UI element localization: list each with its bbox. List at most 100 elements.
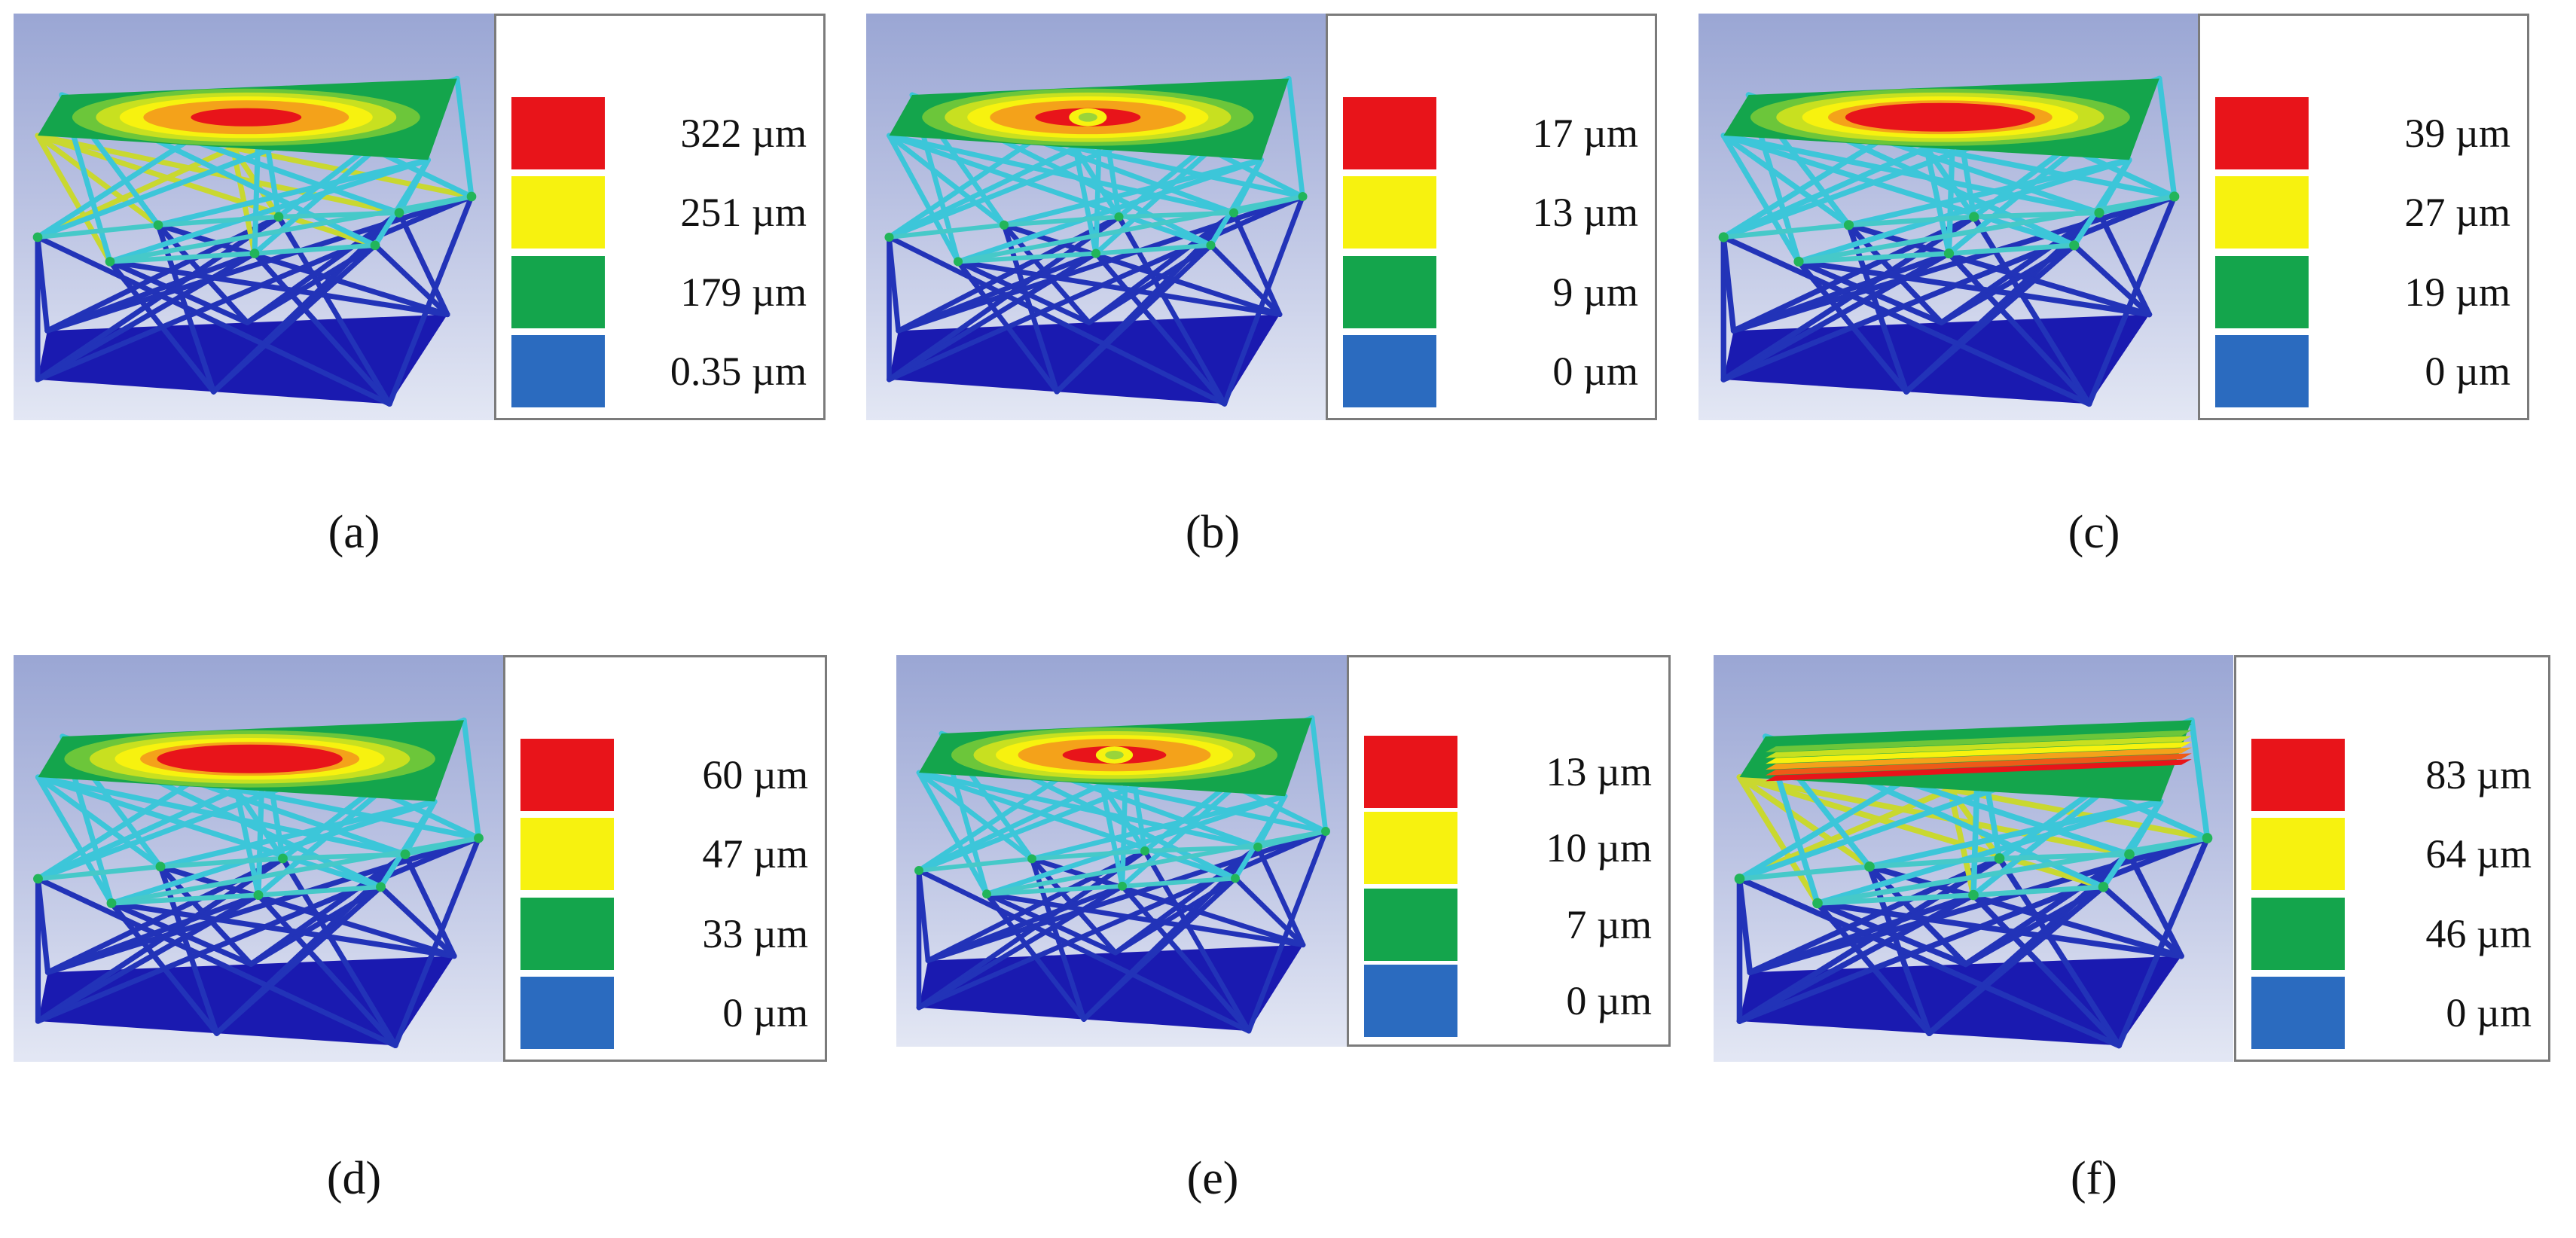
legend-swatch [1343,255,1436,328]
legend-row: 13 µm [1328,176,1655,249]
legend-swatch [2215,255,2309,328]
legend-row: 64 µm [2236,818,2548,891]
color-legend: 83 µm 64 µm 46 µm 0 µm [2234,655,2550,1062]
legend-label: 46 µm [2425,910,2532,956]
legend-swatch [1343,334,1436,407]
legend-label: 19 µm [2404,269,2510,315]
legend-swatch [511,334,605,407]
base-plate [1739,956,2181,1046]
legend-label: 0 µm [1566,978,1652,1024]
legend-row: 27 µm [2200,176,2527,249]
base-plate [919,944,1303,1032]
legend-label: 0 µm [1552,348,1638,394]
legend-swatch [520,976,614,1049]
legend-row: 0 µm [505,976,825,1049]
legend-label: 17 µm [1532,111,1638,156]
top-plate [38,720,464,802]
legend-label: 0.35 µm [670,348,807,394]
legend-row: 179 µm [496,255,823,328]
fea-render-image [1714,655,2233,1062]
legend-row: 7 µm [1349,888,1668,961]
legend-row: 322 µm [496,97,823,169]
legend-row: 33 µm [505,897,825,970]
legend-label: 47 µm [702,831,808,877]
legend-row: 60 µm [505,739,825,811]
legend-row: 10 µm [1349,812,1668,885]
legend-row: 13 µm [1349,736,1668,808]
legend-row: 0.35 µm [496,334,823,407]
legend-label: 13 µm [1532,190,1638,236]
legend-swatch [1364,888,1457,961]
top-plate [38,78,457,160]
lattice-struts [32,75,477,407]
lattice-struts [914,715,1330,1034]
legend-swatch [2215,176,2309,249]
legend-label: 251 µm [680,190,807,236]
legend-row: 17 µm [1328,97,1655,169]
color-legend: 17 µm 13 µm 9 µm 0 µm [1326,14,1657,420]
legend-label: 60 µm [702,752,808,797]
legend-swatch [2215,97,2309,169]
legend-label: 13 µm [1546,749,1652,794]
base-plate [38,314,447,404]
legend-label: 0 µm [722,989,808,1035]
legend-row: 0 µm [2236,976,2548,1049]
legend-label: 83 µm [2425,752,2532,797]
panel-caption: (b) [1185,507,1241,558]
fea-render-image [14,655,503,1062]
top-plate [889,78,1290,160]
legend-label: 33 µm [702,910,808,956]
legend-row: 0 µm [1349,965,1668,1038]
legend-row: 39 µm [2200,97,2527,169]
legend-swatch [511,255,605,328]
legend-label: 27 µm [2404,190,2510,236]
legend-swatch [2251,818,2345,891]
legend-label: 7 µm [1566,901,1652,947]
legend-swatch [520,897,614,970]
legend-label: 64 µm [2425,831,2532,877]
fea-render-image [14,14,496,420]
legend-row: 251 µm [496,176,823,249]
legend-label: 39 µm [2404,111,2510,156]
lattice-struts [884,76,1308,407]
legend-swatch [1364,812,1457,885]
color-legend: 60 µm 47 µm 33 µm 0 µm [503,655,827,1062]
legend-swatch [1343,176,1436,249]
legend-label: 179 µm [680,269,807,315]
legend-swatch [2251,976,2345,1049]
legend-swatch [1343,97,1436,169]
legend-row: 83 µm [2236,739,2548,811]
panel-caption: (f) [2071,1153,2117,1204]
legend-swatch [1364,965,1457,1038]
legend-row: 0 µm [2200,334,2527,407]
base-plate [38,956,454,1046]
legend-row: 19 µm [2200,255,2527,328]
legend-swatch [2251,739,2345,811]
color-legend: 13 µm 10 µm 7 µm 0 µm [1347,655,1671,1047]
legend-row: 46 µm [2236,897,2548,970]
legend-swatch [1364,736,1457,808]
legend-swatch [511,176,605,249]
legend-swatch [2251,897,2345,970]
legend-row: 9 µm [1328,255,1655,328]
panel-caption: (a) [328,507,380,558]
top-plate [919,718,1312,797]
legend-label: 9 µm [1552,269,1638,315]
panel-caption: (d) [326,1153,382,1204]
legend-swatch [2215,334,2309,407]
color-legend: 322 µm 251 µm 179 µm 0.35 µm [494,14,826,420]
base-plate [1723,314,2150,404]
legend-label: 0 µm [2425,348,2510,394]
legend-swatch [520,739,614,811]
legend-swatch [520,818,614,891]
legend-label: 0 µm [2446,989,2532,1035]
legend-label: 10 µm [1546,825,1652,871]
fea-render-image [896,655,1348,1047]
legend-row: 0 µm [1328,334,1655,407]
top-plate [1723,78,2159,160]
panel-caption: (e) [1186,1153,1239,1204]
legend-swatch [511,97,605,169]
legend-label: 322 µm [680,111,807,156]
panel-caption: (c) [2068,507,2120,558]
fea-render-image [866,14,1326,420]
